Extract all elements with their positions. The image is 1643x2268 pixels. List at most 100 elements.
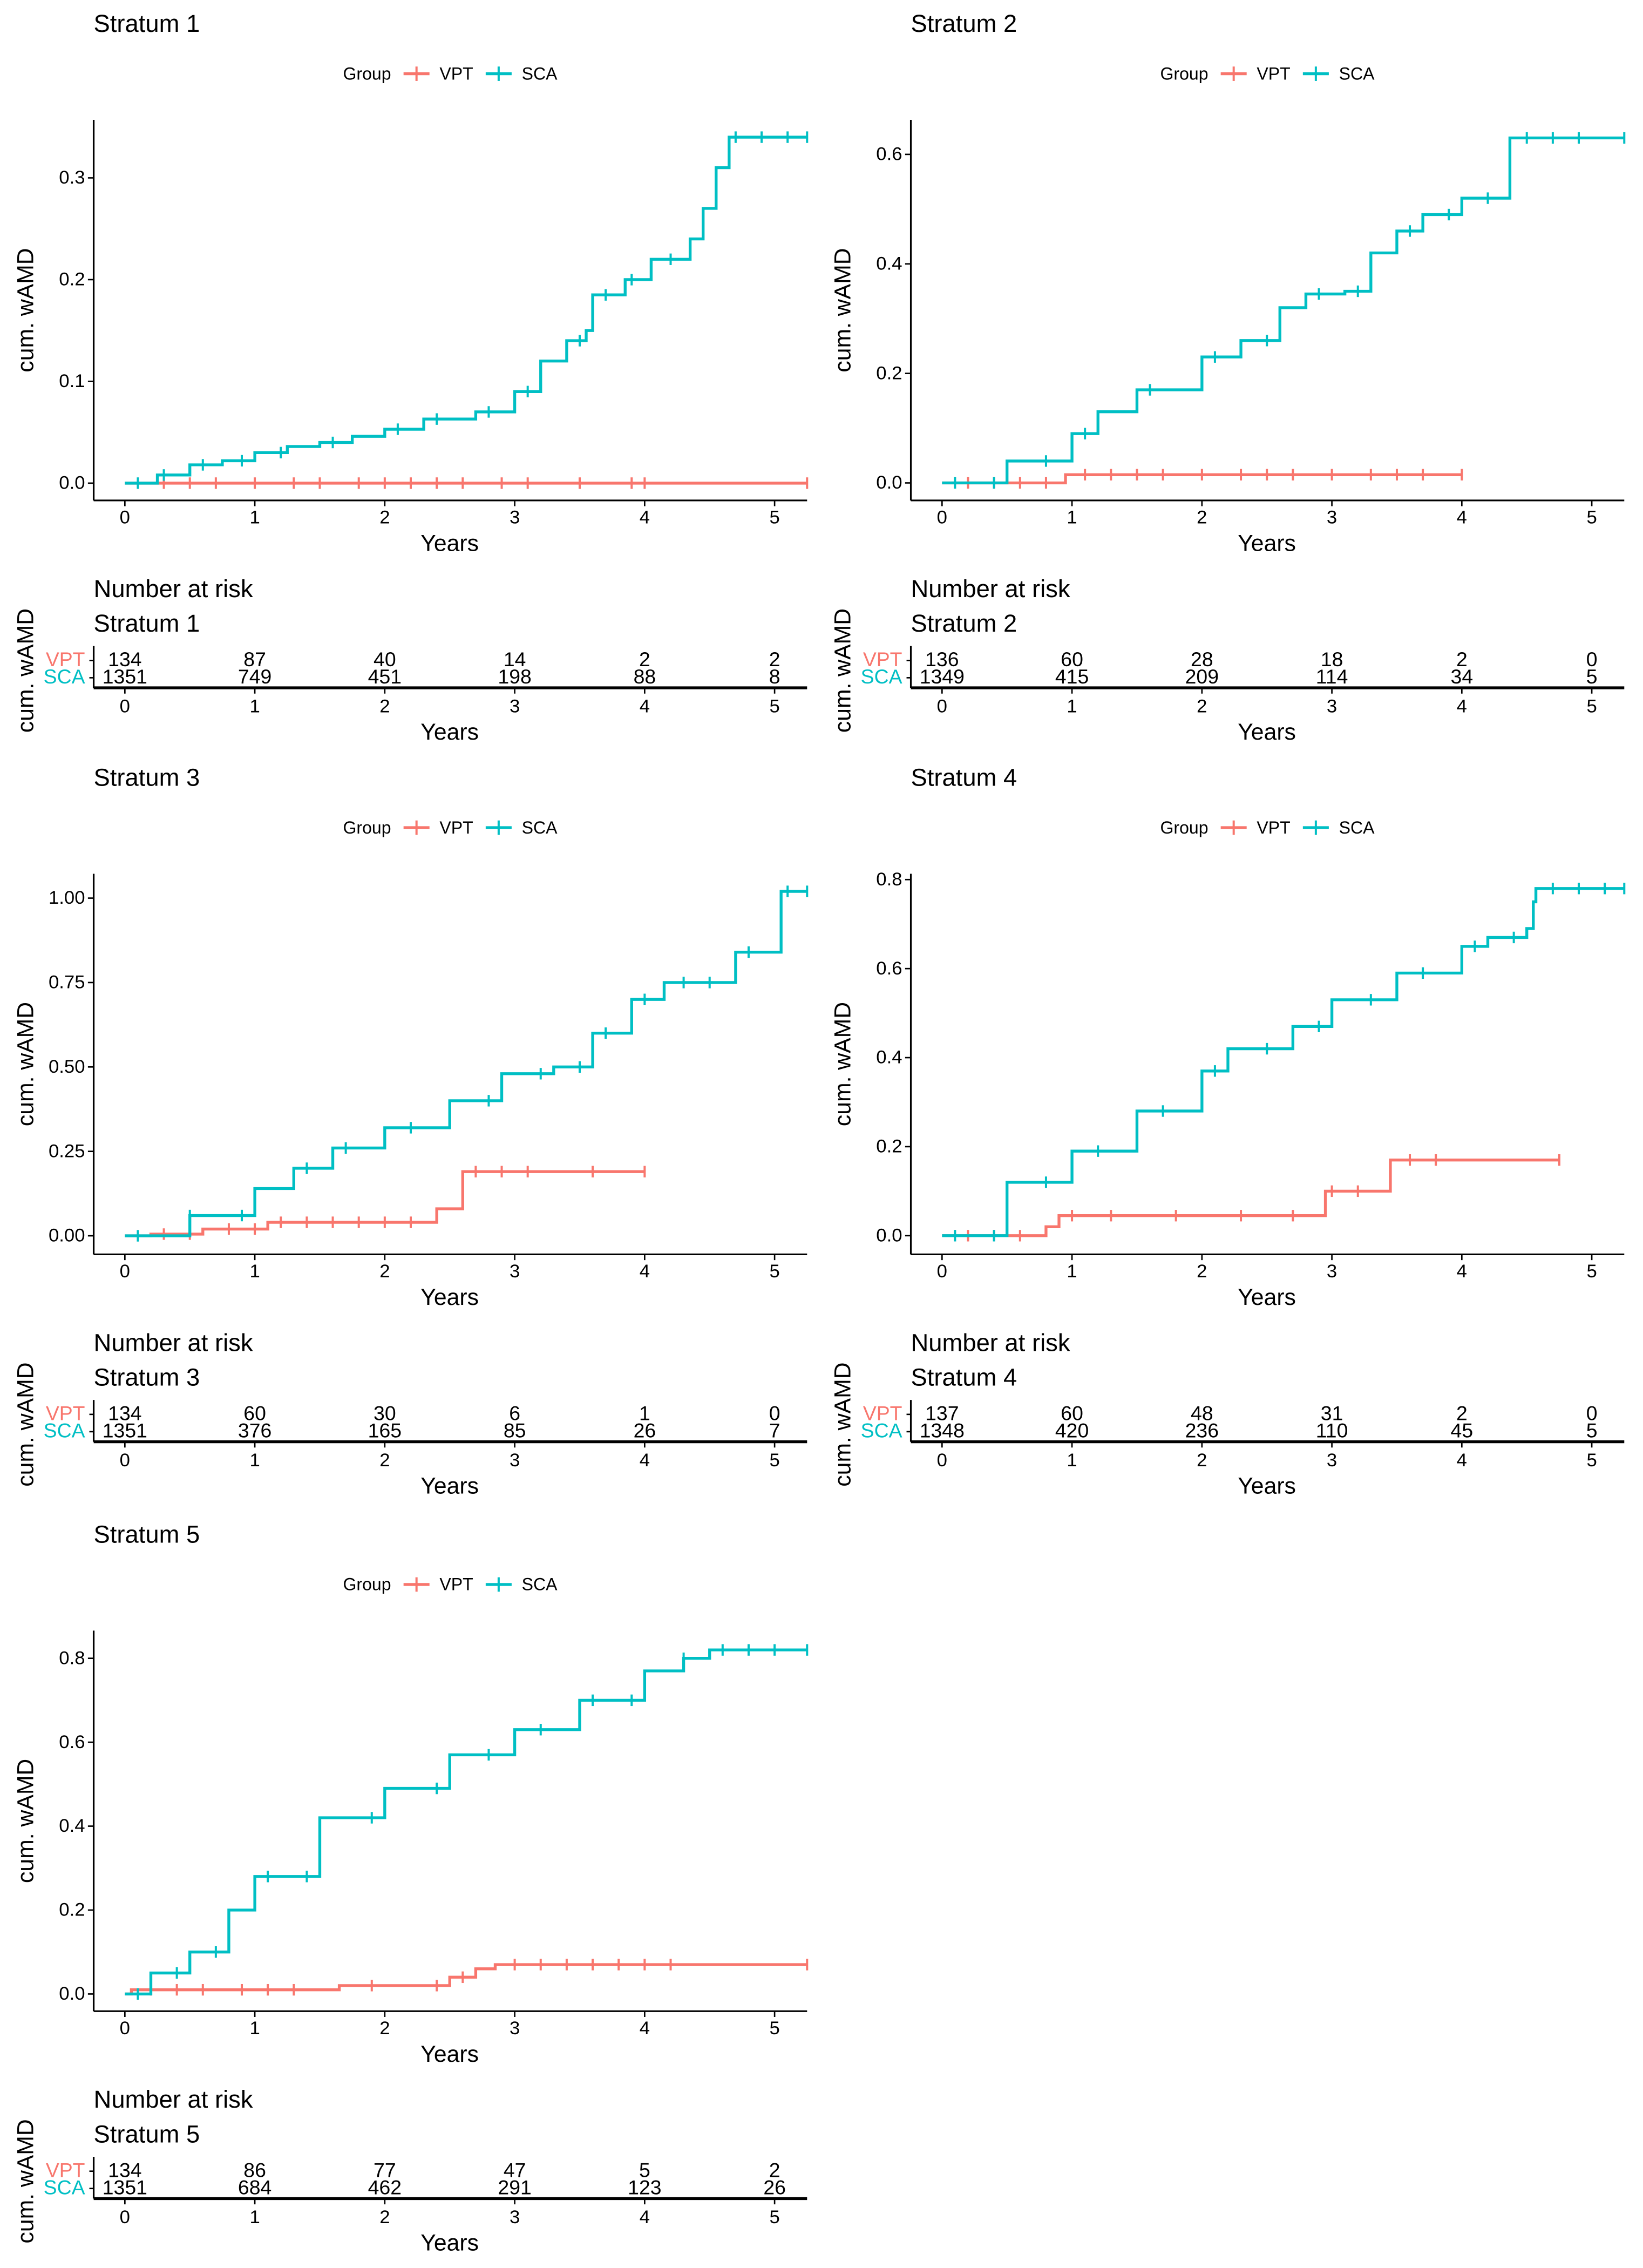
risk-count-vpt: 87 xyxy=(243,648,266,671)
risk-count-vpt: 30 xyxy=(374,1402,396,1425)
risk-x-tick-label: 1 xyxy=(249,696,260,716)
risk-table-title: Number at risk xyxy=(911,575,1070,602)
risk-count-sca: 291 xyxy=(498,2176,531,2198)
risk-count-vpt: 2 xyxy=(639,648,650,671)
risk-count-vpt: 2 xyxy=(769,648,780,671)
risk-x-tick-label: 3 xyxy=(510,696,520,716)
panel-title: Stratum 2 xyxy=(911,10,1017,37)
risk-count-sca: 198 xyxy=(498,665,531,688)
x-tick-label: 3 xyxy=(510,1261,520,1282)
risk-x-tick-label: 4 xyxy=(1457,1450,1467,1471)
legend-label-sca: SCA xyxy=(522,1575,558,1594)
x-axis-label: Years xyxy=(1238,530,1296,556)
risk-count-sca: 7 xyxy=(769,1419,780,1442)
y-tick-label: 0.3 xyxy=(59,167,85,188)
x-axis-label: Years xyxy=(420,2041,479,2067)
risk-label-vpt: VPT xyxy=(46,1402,85,1425)
x-tick-label: 5 xyxy=(1586,1261,1597,1282)
risk-x-tick-label: 0 xyxy=(937,1450,947,1471)
risk-label-sca: SCA xyxy=(44,665,85,688)
x-tick-label: 3 xyxy=(1327,1261,1337,1282)
risk-y-axis-label: cum. wAMD xyxy=(830,608,856,733)
risk-x-tick-label: 5 xyxy=(769,696,779,716)
risk-count-sca: 1351 xyxy=(103,1419,147,1442)
risk-x-tick-label: 2 xyxy=(379,1450,390,1471)
curve-sca xyxy=(125,136,807,485)
risk-x-tick-label: 1 xyxy=(1067,1450,1077,1471)
curve-sca xyxy=(942,887,1625,1237)
x-tick-label: 1 xyxy=(249,1261,260,1282)
risk-count-sca: 5 xyxy=(1586,1419,1598,1442)
risk-table-title: Number at risk xyxy=(94,1329,253,1356)
x-tick-label: 0 xyxy=(937,1261,947,1282)
risk-count-vpt: 77 xyxy=(374,2158,396,2181)
risk-count-sca: 684 xyxy=(238,2176,271,2198)
legend-label-vpt: VPT xyxy=(439,64,473,83)
risk-count-vpt: 0 xyxy=(1586,648,1598,671)
risk-count-sca: 5 xyxy=(1586,665,1598,688)
risk-x-axis-label: Years xyxy=(420,2230,479,2256)
risk-count-sca: 45 xyxy=(1451,1419,1474,1442)
risk-x-tick-label: 5 xyxy=(1586,696,1597,716)
risk-count-vpt: 2 xyxy=(769,2158,780,2181)
x-tick-label: 5 xyxy=(1586,507,1597,528)
legend: Group VPT SCA xyxy=(343,64,558,83)
risk-label-sca: SCA xyxy=(861,1419,902,1442)
risk-x-tick-label: 3 xyxy=(510,1450,520,1471)
x-tick-label: 0 xyxy=(120,1261,130,1282)
risk-x-tick-label: 4 xyxy=(640,2207,650,2228)
risk-x-tick-label: 3 xyxy=(1327,696,1337,716)
risk-count-vpt: 134 xyxy=(108,1402,141,1425)
legend-label-sca: SCA xyxy=(522,818,558,837)
risk-label-vpt: VPT xyxy=(46,2158,85,2181)
risk-count-sca: 451 xyxy=(368,665,402,688)
x-tick-label: 3 xyxy=(510,2018,520,2039)
y-tick-label: 0.6 xyxy=(876,144,902,165)
risk-count-sca: 34 xyxy=(1451,665,1474,688)
y-axis-label: cum. wAMD xyxy=(12,1002,38,1126)
legend-label-sca: SCA xyxy=(1339,64,1375,83)
curve-sca xyxy=(125,1648,807,1996)
y-axis-label: cum. wAMD xyxy=(12,248,38,372)
risk-x-tick-label: 5 xyxy=(1586,1450,1597,1471)
x-tick-label: 5 xyxy=(769,2018,779,2039)
risk-y-axis-label: cum. wAMD xyxy=(12,2119,38,2243)
legend-title: Group xyxy=(343,1575,391,1594)
risk-count-vpt: 60 xyxy=(243,1402,266,1425)
x-tick-label: 1 xyxy=(1067,507,1077,528)
risk-count-sca: 1348 xyxy=(920,1419,965,1442)
risk-x-tick-label: 0 xyxy=(120,1450,130,1471)
risk-table-stratum: Stratum 4 xyxy=(911,1363,1017,1391)
risk-x-tick-label: 5 xyxy=(769,2207,779,2228)
panel-title: Stratum 5 xyxy=(94,1520,200,1548)
risk-count-sca: 114 xyxy=(1316,665,1348,688)
legend: Group VPT SCA xyxy=(1160,64,1375,83)
panel-title: Stratum 4 xyxy=(911,764,1017,791)
y-tick-label: 0.50 xyxy=(49,1057,85,1077)
risk-y-axis-label: cum. wAMD xyxy=(830,1362,856,1486)
y-tick-label: 0.4 xyxy=(876,1047,902,1068)
x-tick-label: 4 xyxy=(640,1261,650,1282)
risk-x-tick-label: 0 xyxy=(120,2207,130,2228)
legend-label-sca: SCA xyxy=(1339,818,1375,837)
risk-table-stratum: Stratum 2 xyxy=(911,610,1017,637)
y-axis-label: cum. wAMD xyxy=(12,1759,38,1883)
legend-label-vpt: VPT xyxy=(439,818,473,837)
risk-count-vpt: 134 xyxy=(108,2158,141,2181)
x-tick-label: 2 xyxy=(379,2018,390,2039)
x-axis-label: Years xyxy=(1238,1284,1296,1310)
y-tick-label: 0.2 xyxy=(59,1900,85,1920)
risk-x-tick-label: 2 xyxy=(379,2207,390,2228)
risk-count-sca: 110 xyxy=(1316,1419,1348,1442)
legend-label-vpt: VPT xyxy=(1257,64,1290,83)
legend-title: Group xyxy=(343,64,391,83)
legend: Group VPT SCA xyxy=(1160,818,1375,837)
legend-label-vpt: VPT xyxy=(1257,818,1290,837)
risk-y-axis-label: cum. wAMD xyxy=(12,608,38,733)
risk-table-title: Number at risk xyxy=(94,575,253,602)
risk-count-vpt: 137 xyxy=(925,1402,959,1425)
risk-x-tick-label: 4 xyxy=(640,1450,650,1471)
